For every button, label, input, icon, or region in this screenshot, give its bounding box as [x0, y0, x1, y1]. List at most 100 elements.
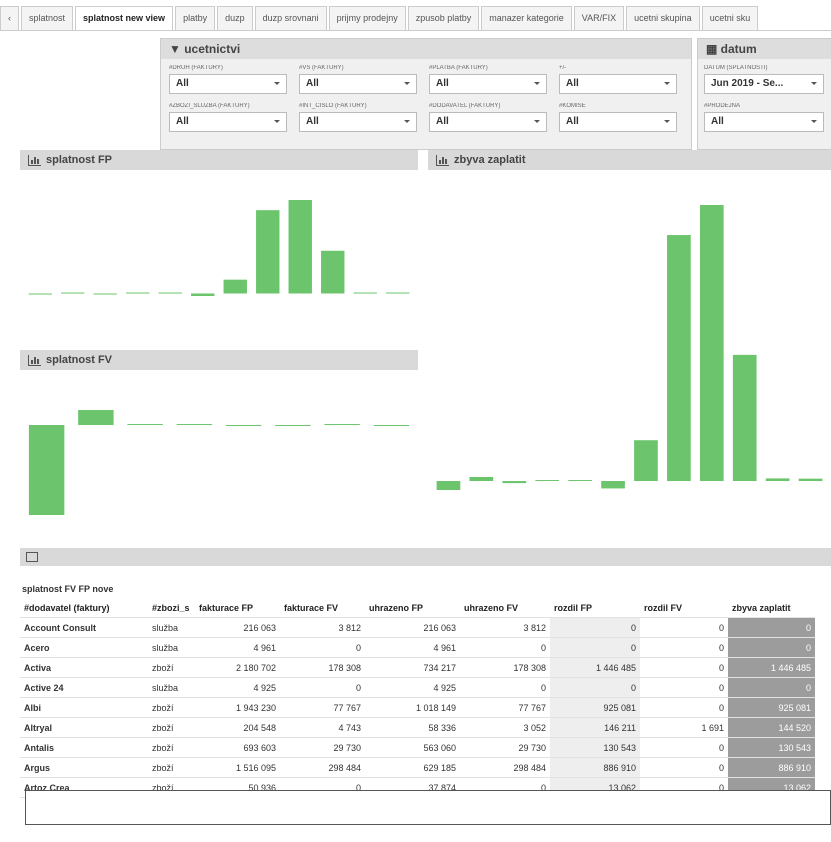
tab[interactable]: VAR/FIX [573, 6, 625, 30]
filter-dropdown[interactable]: Jun 2019 - Se... [704, 74, 824, 94]
filter-label: #PRODEJNA [704, 103, 741, 109]
table-cell: 77 767 [280, 697, 365, 718]
filter-panel: ▼ ucetnictvi #DRUH (FAKTURY) All #VS (FAKT… [160, 38, 692, 150]
table-cell: 925 081 [728, 697, 815, 718]
table-cell: zboží [148, 737, 195, 758]
chart-panel: zbyva zaplatit -318 644Jan 2019143 046Feb… [428, 150, 831, 545]
date-title-text: datum [720, 42, 757, 56]
table-cell: 29 730 [460, 737, 550, 758]
filter-label: +/- [559, 65, 567, 71]
tab[interactable]: ucetni sku [701, 6, 759, 30]
table-cell: 0 [640, 737, 728, 758]
table-cell: 0 [728, 677, 815, 698]
icon-bar [445, 159, 447, 164]
table-cell: 0 [550, 637, 640, 658]
table-cell: 563 060 [365, 737, 460, 758]
table-cell: 0 [640, 637, 728, 658]
table-cell: 693 603 [195, 737, 280, 758]
filter-field: #DODAVATEL (FAKTURY) All [429, 103, 547, 132]
filter-dropdown[interactable]: All [559, 112, 677, 132]
table-cell: 1 018 149 [365, 697, 460, 718]
table-cell: 0 [640, 677, 728, 698]
tab[interactable]: duzp [217, 6, 253, 30]
column-header[interactable]: #dodavatel (faktury) [20, 598, 148, 618]
table-cell: 734 217 [365, 657, 460, 678]
tab[interactable]: platby [175, 6, 216, 30]
bar [634, 440, 658, 482]
bar [78, 410, 114, 426]
tab[interactable]: manazer kategorie [481, 6, 572, 30]
chart-header: splatnost FV [20, 350, 418, 370]
tab[interactable]: splatnost [21, 6, 74, 30]
filter-dropdown[interactable]: All [169, 74, 287, 94]
table-cell: 0 [728, 617, 815, 638]
tab[interactable]: duzp srovnani [254, 6, 327, 30]
filter-field: DATUM (SPLATNOSTI) Jun 2019 - Se... [704, 65, 824, 94]
column-header[interactable]: uhrazeno FP [365, 598, 460, 618]
column-header[interactable]: fakturace FP [195, 598, 280, 618]
table-cell: 29 730 [280, 737, 365, 758]
chart-icon [436, 155, 449, 166]
table-cell: 0 [460, 637, 550, 658]
bar [535, 480, 560, 482]
tab[interactable]: prijmy prodejny [328, 6, 406, 30]
table-cell: 146 211 [550, 717, 640, 738]
table-cell: Acero [20, 637, 148, 658]
overlay-box [25, 790, 831, 825]
tab[interactable]: splatnost new view [75, 6, 174, 30]
table-cell: 1 943 230 [195, 697, 280, 718]
table-cell: 886 910 [728, 757, 815, 778]
table-cell: služba [148, 617, 195, 638]
table-cell: Active 24 [20, 677, 148, 698]
table-cell: Account Consult [20, 617, 148, 638]
table-cell: 0 [460, 677, 550, 698]
table-cell: zboží [148, 757, 195, 778]
bar [223, 279, 247, 294]
column-header[interactable]: fakturace FV [280, 598, 365, 618]
table-cell: 0 [550, 677, 640, 698]
bar [28, 425, 65, 515]
tab[interactable]: ucetni skupina [626, 6, 700, 30]
column-header[interactable]: rozdil FV [640, 598, 728, 618]
table-row: Active 24 služba 4 925 0 4 925 0 0 0 0 [20, 677, 815, 698]
table-cell: 1 516 095 [195, 757, 280, 778]
bar [321, 250, 345, 294]
bar [275, 425, 311, 427]
filter-field: #INT_CISLO (FAKTURY) All [299, 103, 417, 132]
filter-label: #DODAVATEL (FAKTURY) [429, 103, 501, 109]
filter-field: #DRUH (FAKTURY) All [169, 65, 287, 94]
column-header[interactable]: rozdil FP [550, 598, 640, 618]
table-cell: Albi [20, 697, 148, 718]
filter-dropdown[interactable]: All [299, 112, 417, 132]
filter-title: ▼ ucetnictvi [161, 39, 691, 59]
filter-dropdown[interactable]: All [299, 74, 417, 94]
column-header[interactable]: zbyva zaplatit [728, 598, 815, 618]
bar [765, 478, 790, 482]
tab-scroll[interactable]: ‹ [0, 6, 19, 30]
filter-dropdown[interactable]: All [169, 112, 287, 132]
chart-title: splatnost FV [46, 354, 113, 366]
filter-dropdown[interactable]: All [704, 112, 824, 132]
table-cell: 130 543 [728, 737, 815, 758]
filter-dropdown[interactable]: All [429, 112, 547, 132]
icon-bar [37, 359, 39, 364]
table-cell: 130 543 [550, 737, 640, 758]
table-cell: 298 484 [280, 757, 365, 778]
table-header-bar [20, 548, 831, 566]
tab-bar: ‹ splatnost splatnost new view platby duzp du… [0, 6, 831, 31]
filter-dropdown[interactable]: All [559, 74, 677, 94]
bar [502, 481, 527, 484]
column-header[interactable]: #zbozi_s [148, 598, 195, 618]
chart-icon [28, 355, 41, 366]
date-panel: ▦ datum DATUM (SPLATNOSTI) Jun 2019 - Se.… [697, 38, 831, 150]
filter-dropdown[interactable]: All [429, 74, 547, 94]
table-cell: Argus [20, 757, 148, 778]
filter-title-text: ucetnictvi [184, 42, 241, 56]
bar [126, 292, 150, 294]
data-table: #dodavatel (faktury) #zbozi_s fakturace FP… [20, 598, 815, 798]
column-header[interactable]: uhrazeno FV [460, 598, 550, 618]
table-row: Argus zboží 1 516 095 298 484 629 185 298 484… [20, 757, 815, 778]
table-cell: 4 743 [280, 717, 365, 738]
tab[interactable]: zpusob platby [407, 6, 480, 30]
